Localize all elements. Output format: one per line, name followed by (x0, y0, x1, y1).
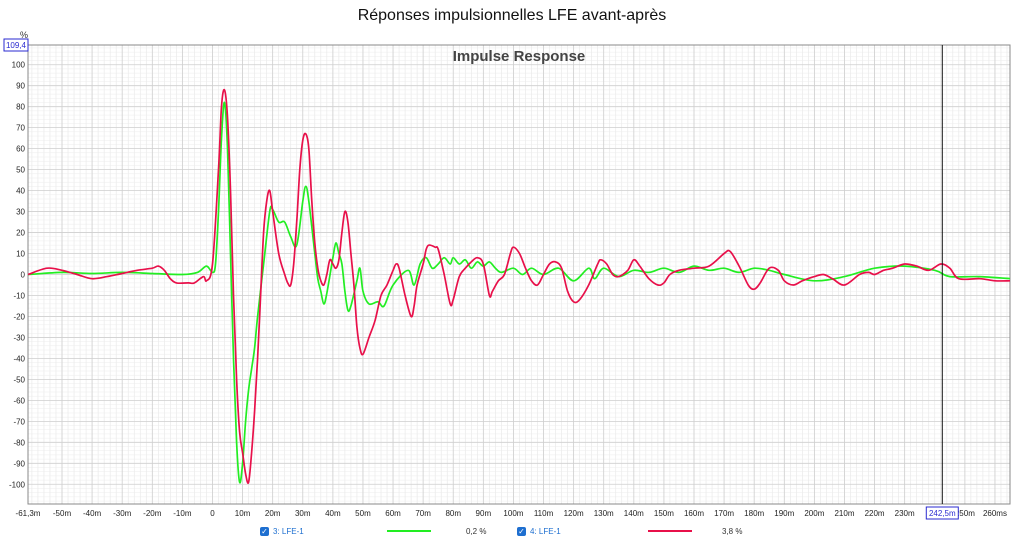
y-tick-label: -30 (13, 333, 25, 342)
x-tick-label: 160m (684, 509, 704, 518)
page-title: Réponses impulsionnelles LFE avant-après (357, 7, 667, 24)
y-marker-label: 109,4 (6, 41, 27, 50)
x-tick-label: 60m (385, 509, 401, 518)
x-tick-label: 150m (654, 509, 674, 518)
legend-item-series-1[interactable]: ✓ 3: LFE-1 (260, 524, 304, 538)
checkbox-icon[interactable]: ✓ (517, 526, 526, 536)
x-tick-label: -20m (143, 509, 162, 518)
y-tick-label: 80 (16, 103, 25, 112)
x-tick-label: 260ms (983, 509, 1007, 518)
x-tick-label: 200m (804, 509, 824, 518)
chart-title: Impulse Response (453, 48, 586, 65)
x-tick-label: 100m (503, 509, 523, 518)
legend-value-series-1-wrap: 0,2 % (466, 524, 486, 538)
y-tick-label: -60 (13, 396, 25, 405)
y-tick-label: 70 (16, 124, 25, 133)
cursor-label-box (925, 506, 959, 520)
y-tick-label: 10 (16, 250, 25, 259)
x-tick-label: 0 (210, 509, 215, 518)
series-line-2 (27, 88, 1011, 484)
x-tick-label: 210m (834, 509, 854, 518)
x-tick-label: 10m (235, 509, 251, 518)
y-axis-label: % (20, 30, 28, 40)
x-tick-label: 250m (955, 509, 975, 518)
x-tick-label: 70m (415, 509, 431, 518)
x-tick-label: 30m (295, 509, 311, 518)
y-tick-label: 30 (16, 208, 25, 217)
x-tick-label: -61,3m (16, 509, 41, 518)
x-tick-label: 90m (476, 509, 492, 518)
legend-series-2-name: 4: LFE-1 (530, 526, 561, 536)
legend-value-series-2-wrap: 3,8 % (722, 524, 742, 538)
legend-series-2-value: 3,8 % (722, 526, 743, 536)
y-tick-label: -20 (13, 312, 25, 321)
y-tick-label: -10 (13, 291, 25, 300)
x-tick-label: 170m (714, 509, 734, 518)
cursor-label: 242,5m (929, 509, 956, 518)
x-tick-label: -50m (53, 509, 72, 518)
legend-series-1-value: 0,2 % (466, 526, 487, 536)
x-tick-label: -10m (173, 509, 192, 518)
x-tick-label: 140m (624, 509, 644, 518)
x-tick-label: 130m (594, 509, 614, 518)
x-tick-label: 50m (355, 509, 371, 518)
series-group (27, 88, 1011, 484)
x-tick-label: 20m (265, 509, 281, 518)
y-tick-label: -40 (13, 354, 25, 363)
x-tick-label: 220m (865, 509, 885, 518)
x-tick-label: 190m (774, 509, 794, 518)
y-tick-label: -100 (9, 480, 26, 489)
y-tick-label: 100 (12, 61, 26, 70)
x-tick-label: -30m (113, 509, 132, 518)
y-tick-label: -70 (13, 417, 25, 426)
x-tick-label: 180m (744, 509, 764, 518)
y-tick-label: 40 (16, 187, 25, 196)
x-tick-label: -40m (83, 509, 102, 518)
y-top-marker: 109,4 (3, 38, 29, 52)
x-tick-label: 110m (534, 509, 554, 518)
cursor: 242,5m (925, 45, 959, 520)
grid-lines (27, 45, 1010, 504)
y-tick-label: -50 (13, 375, 25, 384)
legend-item-series-2[interactable]: ✓ 4: LFE-1 (517, 524, 561, 538)
y-tick-label: 20 (16, 229, 25, 238)
y-tick-label: -80 (13, 438, 25, 447)
checkbox-icon[interactable]: ✓ (260, 526, 269, 536)
y-marker-box (3, 38, 29, 52)
legend-swatch-series-2 (648, 530, 692, 532)
series-line-1 (27, 101, 1011, 484)
x-tick-label: 120m (564, 509, 584, 518)
y-tick-label: 50 (16, 166, 25, 175)
legend-swatch-series-1 (387, 530, 431, 532)
y-tick-label: -90 (13, 459, 25, 468)
y-tick-label: 60 (16, 145, 25, 154)
y-tick-label: 0 (21, 271, 26, 280)
x-tick-label: 80m (445, 509, 461, 518)
legend-series-1-name: 3: LFE-1 (273, 526, 304, 536)
x-tick-label: 40m (325, 509, 341, 518)
y-tick-label: 90 (16, 82, 25, 91)
x-axis-ticks: -61,3m -50m -40m -30m -20m -10m 0 10m 20m 30m 40m 5… (16, 509, 1007, 518)
x-tick-label: 230m (895, 509, 915, 518)
y-axis-ticks: 1009080706050403020100-10-20-30-40-50-60… (9, 61, 26, 490)
